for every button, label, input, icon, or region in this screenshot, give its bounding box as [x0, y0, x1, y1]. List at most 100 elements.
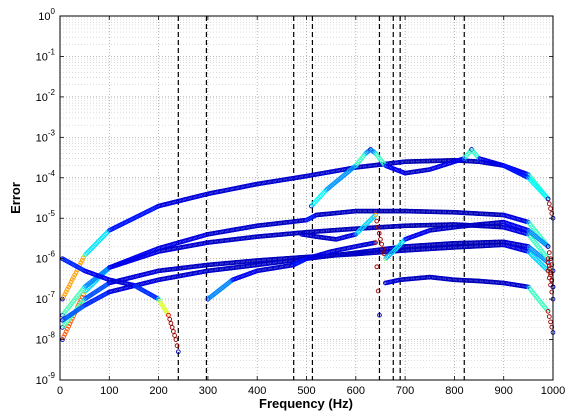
vertical-dashed-lines — [177, 16, 465, 380]
series-10 — [299, 212, 551, 262]
data-point — [534, 257, 540, 263]
data-point — [545, 196, 551, 202]
x-tick-label: 100 — [100, 385, 118, 397]
data-point — [537, 260, 542, 265]
data-point — [388, 251, 393, 257]
data-point — [393, 246, 398, 252]
data-point — [63, 289, 69, 295]
y-tick-label: 10-6 — [36, 250, 56, 266]
x-tick-label: 300 — [199, 385, 217, 397]
data-point — [383, 256, 388, 262]
data-point — [66, 284, 71, 290]
data-point — [62, 331, 68, 337]
data-point — [90, 244, 96, 250]
data-point — [374, 264, 380, 270]
data-point — [360, 224, 366, 230]
data-point — [549, 324, 555, 330]
data-point — [93, 241, 99, 247]
data-point — [527, 176, 532, 182]
data-point — [94, 240, 100, 246]
series-9 — [383, 274, 556, 335]
data-point — [61, 294, 67, 300]
data-point — [102, 233, 107, 238]
data-point — [77, 300, 83, 305]
data-point — [104, 230, 110, 236]
data-series — [60, 147, 556, 355]
data-point — [549, 289, 555, 295]
data-point — [525, 249, 531, 254]
data-point — [395, 244, 401, 250]
data-point — [88, 246, 94, 252]
data-point — [63, 329, 69, 334]
data-point — [389, 250, 395, 256]
data-point — [528, 178, 534, 183]
data-point — [357, 228, 362, 234]
data-point — [169, 325, 175, 330]
data-point — [358, 227, 364, 232]
data-point — [543, 193, 548, 199]
data-point — [83, 251, 89, 257]
data-point — [99, 235, 105, 241]
data-point — [537, 187, 542, 193]
data-point — [384, 255, 390, 260]
data-point — [367, 218, 372, 224]
series-7 — [205, 240, 382, 318]
data-point — [540, 263, 546, 269]
data-point — [379, 241, 385, 247]
x-ticks: 0 100 200 300 400 500 600 700 800 900 1000 — [57, 16, 565, 397]
data-point — [97, 238, 102, 243]
data-point — [100, 234, 106, 240]
data-point — [78, 260, 84, 266]
data-point — [376, 230, 382, 236]
data-point — [532, 182, 537, 187]
data-point — [98, 236, 104, 242]
data-point — [375, 288, 381, 294]
data-point — [532, 255, 537, 260]
data-point — [386, 252, 392, 258]
x-tick-label: 700 — [396, 385, 414, 397]
data-point — [371, 213, 377, 219]
data-point — [68, 279, 74, 285]
data-point — [544, 267, 550, 272]
data-point — [546, 314, 552, 319]
data-point — [545, 308, 551, 314]
data-point — [549, 277, 555, 283]
x-tick-label: 800 — [445, 385, 463, 397]
series-4 — [60, 239, 556, 323]
data-point — [315, 196, 320, 202]
data-point — [353, 231, 359, 237]
data-point — [309, 203, 314, 209]
x-tick-label: 200 — [149, 385, 167, 397]
data-point — [82, 253, 87, 258]
data-point — [89, 245, 95, 251]
data-point — [530, 254, 536, 259]
data-point — [548, 272, 553, 278]
data-point — [364, 221, 370, 226]
data-point — [166, 312, 171, 318]
data-point — [321, 190, 327, 195]
data-point — [311, 201, 317, 206]
data-point — [396, 243, 402, 248]
data-point — [548, 319, 553, 325]
data-point — [534, 184, 540, 190]
y-tick-label: 10-9 — [36, 371, 56, 387]
data-point — [399, 240, 404, 246]
y-tick-label: 10-4 — [36, 169, 56, 185]
data-point — [545, 244, 551, 249]
x-tick-label: 0 — [57, 385, 63, 397]
data-point — [392, 247, 397, 253]
data-point — [67, 282, 73, 287]
x-tick-label: 500 — [297, 385, 315, 397]
data-point — [354, 230, 360, 236]
data-point — [368, 217, 373, 223]
data-point — [65, 287, 70, 292]
data-point — [69, 277, 75, 283]
data-point — [546, 250, 552, 255]
data-point — [85, 249, 91, 255]
data-point — [400, 239, 406, 245]
data-point — [528, 251, 534, 257]
x-axis-label: Frequency (Hz) — [259, 396, 353, 411]
data-point — [72, 272, 78, 278]
x-tick-label: 1000 — [541, 385, 565, 397]
y-tick-label: 100 — [38, 7, 55, 23]
